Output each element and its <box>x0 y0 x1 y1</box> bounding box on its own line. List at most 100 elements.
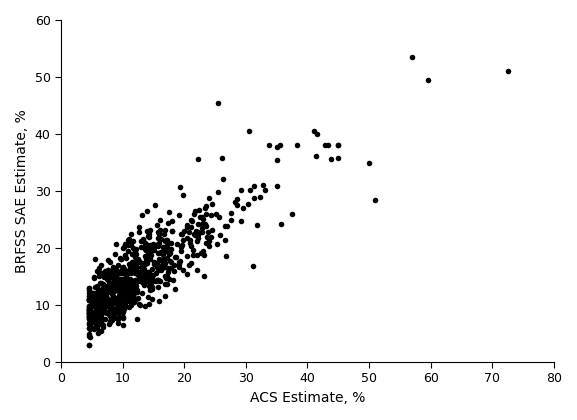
Point <box>125 236 134 243</box>
Point <box>88 292 98 299</box>
Point <box>177 248 186 255</box>
Point <box>145 248 155 255</box>
Point <box>143 251 152 257</box>
Point <box>120 279 129 286</box>
Point <box>125 289 134 296</box>
Point <box>129 298 138 305</box>
Point <box>132 258 141 265</box>
Point <box>220 236 229 243</box>
Point <box>118 264 127 270</box>
Point <box>183 224 192 231</box>
Point <box>174 212 183 218</box>
Point <box>84 296 93 303</box>
Point <box>123 242 132 249</box>
Point <box>140 269 149 276</box>
Point <box>137 269 147 276</box>
Point <box>167 246 176 253</box>
Point <box>114 284 123 291</box>
Point <box>207 212 216 218</box>
Point <box>121 302 130 309</box>
Point <box>118 289 127 295</box>
Point <box>193 252 202 258</box>
Point <box>159 231 168 237</box>
Point <box>327 155 336 162</box>
Point <box>93 330 102 336</box>
Point <box>128 285 137 291</box>
Point <box>167 227 177 234</box>
Point <box>97 289 106 295</box>
Point <box>98 285 107 291</box>
Point <box>115 255 124 262</box>
Point <box>125 286 134 292</box>
Point <box>93 315 103 321</box>
Point <box>144 269 153 276</box>
Point <box>108 278 118 285</box>
Point <box>162 274 171 281</box>
Point <box>141 303 150 310</box>
Point <box>87 310 96 316</box>
Point <box>144 272 153 279</box>
Point <box>133 259 143 265</box>
Point <box>141 278 150 285</box>
Point <box>158 263 167 270</box>
Point <box>128 251 137 258</box>
Point <box>152 260 162 267</box>
Point <box>153 249 163 256</box>
Point <box>114 278 123 285</box>
Point <box>143 242 152 249</box>
Point <box>132 289 141 295</box>
Point <box>108 291 117 297</box>
Point <box>106 297 115 303</box>
Point <box>119 282 128 289</box>
Point <box>153 235 163 242</box>
Point <box>125 288 134 294</box>
Point <box>365 159 374 166</box>
Point <box>87 297 96 303</box>
Point <box>177 244 186 251</box>
Point <box>163 244 172 251</box>
Point <box>118 284 128 291</box>
Point <box>293 142 302 149</box>
Point <box>118 263 127 270</box>
Point <box>92 307 101 313</box>
Point <box>118 276 127 282</box>
Point <box>112 304 121 311</box>
Point <box>109 275 118 282</box>
Point <box>174 259 183 265</box>
Point <box>129 282 138 289</box>
Point <box>117 269 126 276</box>
Point <box>119 266 129 273</box>
Point <box>102 290 111 297</box>
Point <box>142 270 151 276</box>
Point <box>84 310 93 316</box>
Point <box>160 226 170 233</box>
Point <box>105 313 114 320</box>
Point <box>115 310 124 316</box>
Point <box>84 302 93 309</box>
Point <box>91 314 100 320</box>
Point <box>126 302 136 308</box>
Point <box>138 270 147 277</box>
Point <box>111 271 121 278</box>
Point <box>144 268 153 275</box>
Point <box>194 234 203 241</box>
Point <box>144 233 153 240</box>
Point <box>138 277 147 284</box>
Point <box>156 248 166 255</box>
Point <box>287 210 297 217</box>
Point <box>115 286 124 293</box>
Point <box>199 252 208 259</box>
Point <box>123 270 132 277</box>
Point <box>99 306 108 312</box>
Point <box>256 194 265 200</box>
Point <box>108 293 118 299</box>
Point <box>114 319 123 326</box>
Point <box>147 272 156 279</box>
Point <box>149 246 159 253</box>
Point <box>163 273 172 279</box>
Point <box>89 290 99 297</box>
Point <box>123 285 132 292</box>
Point <box>91 256 100 262</box>
Point <box>93 321 103 328</box>
Point <box>118 244 127 251</box>
